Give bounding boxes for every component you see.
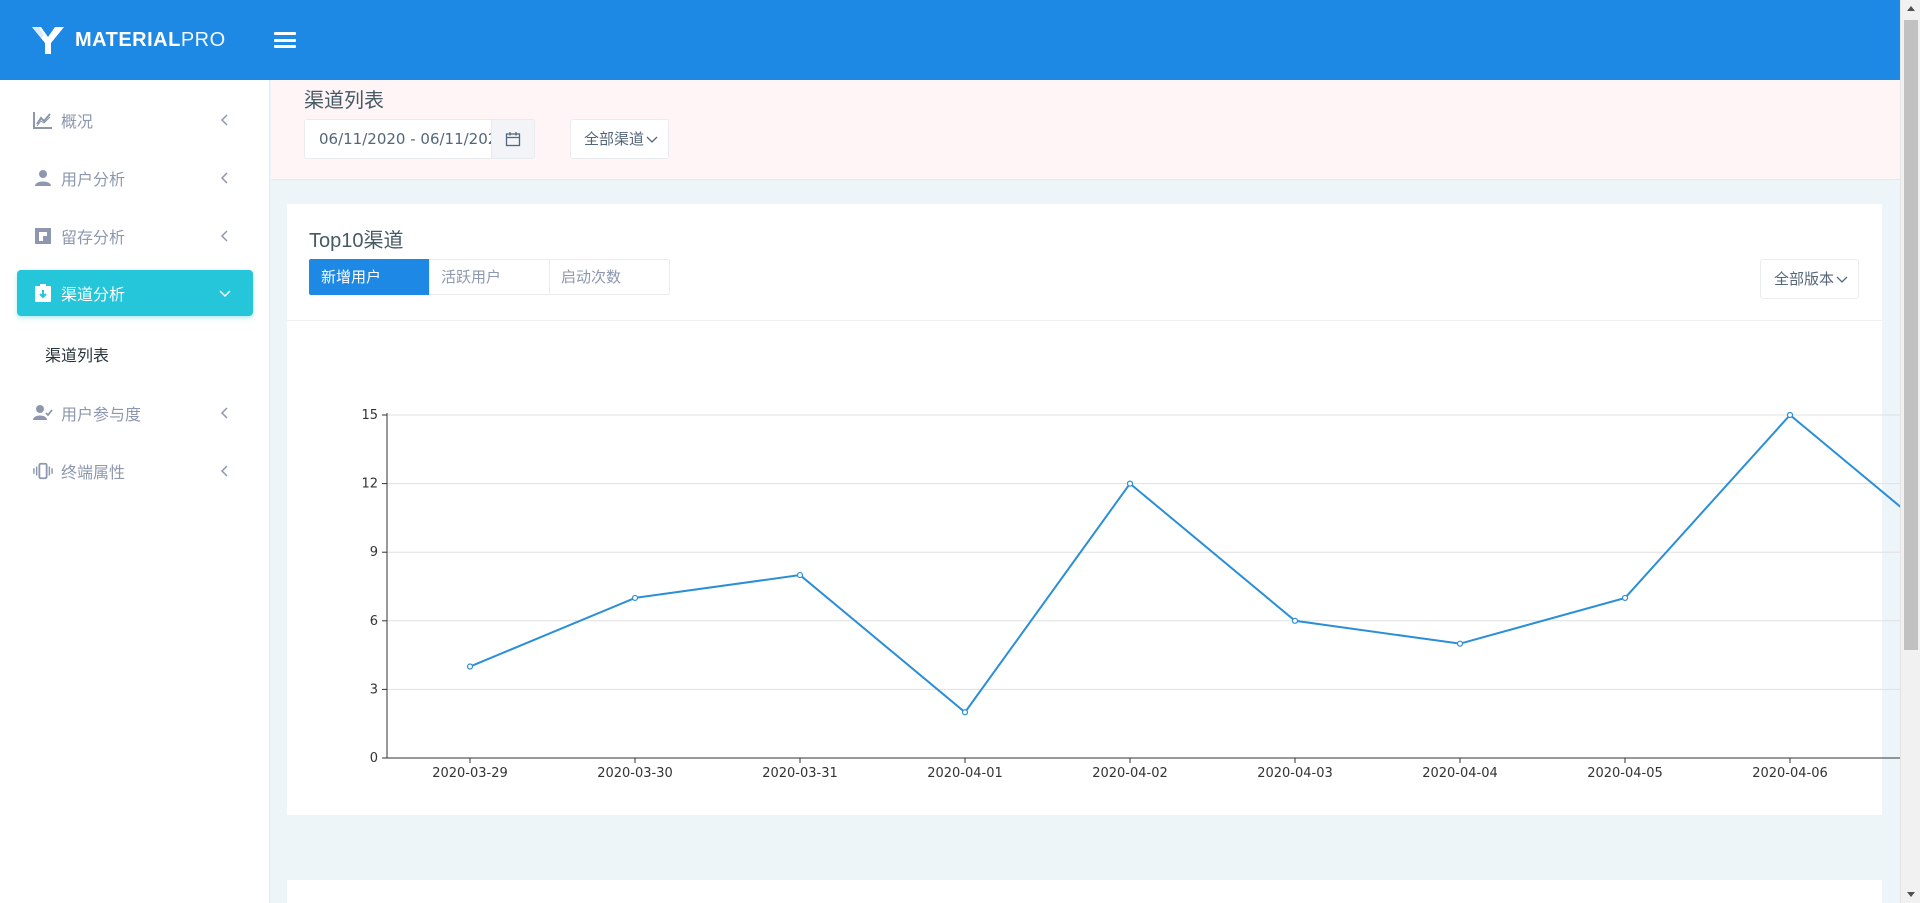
x-tick-label: 2020-04-04	[1422, 766, 1498, 781]
sidebar-item-label: 渠道分析	[61, 285, 126, 304]
user-check-icon	[33, 403, 53, 423]
data-point	[961, 709, 969, 716]
sidebar-item-channel-analysis[interactable]: 渠道分析	[17, 270, 253, 316]
line-chart-icon	[33, 110, 53, 130]
chevron-left-icon	[220, 407, 228, 419]
chevron-left-icon	[220, 230, 228, 242]
retention-icon	[33, 226, 53, 246]
y-tick-label: 9	[370, 545, 378, 560]
divider	[287, 320, 1882, 321]
x-tick-label: 2020-04-05	[1587, 766, 1663, 781]
x-tick-label: 2020-03-30	[597, 766, 673, 781]
scroll-up-arrow-icon[interactable]	[1901, 0, 1920, 17]
sidebar-item-engagement[interactable]: 用户参与度	[17, 390, 253, 436]
sidebar-item-label: 留存分析	[61, 228, 126, 247]
sidebar-item-device[interactable]: 终端属性	[17, 448, 253, 494]
scrollbar-thumb[interactable]	[1904, 20, 1918, 650]
x-tick-label: 2020-03-31	[762, 766, 838, 781]
menu-toggle-icon[interactable]	[274, 31, 296, 49]
brand-name: MATERIALPRO	[75, 28, 226, 51]
data-point	[631, 594, 639, 602]
vertical-scrollbar[interactable]	[1900, 0, 1920, 903]
data-point	[1456, 640, 1464, 647]
scroll-down-arrow-icon[interactable]	[1901, 886, 1920, 903]
tab-active-users[interactable]: 活跃用户	[429, 259, 550, 295]
new-users-line-chart: 0 3 6 9 12 15 2020-03-29 2020-03-30 2020-03-31 20…	[361, 408, 1900, 781]
chevron-left-icon	[220, 465, 228, 477]
sidebar-item-overview[interactable]: 概况	[17, 97, 253, 143]
secondary-card	[287, 880, 1882, 903]
top-bar: MATERIALPRO	[0, 0, 1900, 80]
metric-tabs: 新增用户 活跃用户 启动次数	[309, 259, 670, 295]
calendar-button[interactable]	[491, 119, 535, 159]
x-tick-label: 2020-04-01	[927, 766, 1003, 781]
y-tick-label: 15	[361, 408, 378, 423]
data-point	[1786, 411, 1794, 419]
sidebar-item-retention[interactable]: 留存分析	[17, 213, 253, 259]
page-title: 渠道列表	[304, 88, 384, 112]
card-title: Top10渠道	[309, 230, 404, 252]
vibrate-phone-icon	[33, 461, 53, 481]
clipboard-download-icon	[33, 283, 53, 303]
filter-bar: 渠道列表 06/11/2020 - 06/11/2020 全部渠道	[271, 80, 1900, 180]
chevron-left-icon	[220, 172, 228, 184]
data-point	[1126, 480, 1134, 487]
user-icon	[33, 168, 53, 188]
tab-new-users[interactable]: 新增用户	[309, 259, 430, 295]
date-range-input[interactable]: 06/11/2020 - 06/11/2020	[304, 119, 492, 159]
sidebar-subitem-channel-list[interactable]: 渠道列表	[45, 346, 110, 365]
chevron-down-icon	[646, 133, 658, 145]
channel-select-value: 全部渠道	[584, 130, 645, 148]
top10-channel-card: Top10渠道 新增用户 活跃用户 启动次数 全部版本 0 3 6 9 12 15 2020…	[287, 204, 1900, 815]
y-tick-label: 6	[370, 614, 378, 629]
data-point	[796, 571, 804, 579]
sidebar-item-label: 用户分析	[61, 170, 126, 189]
calendar-icon	[505, 132, 521, 147]
series-line	[469, 413, 1900, 714]
x-tick-label: 2020-04-06	[1752, 766, 1828, 781]
chevron-down-icon	[1836, 273, 1848, 285]
sidebar: 概况 用户分析 留存分析 渠道分析 渠道列表 用户参与度 终端属性	[0, 80, 270, 903]
x-tick-label: 2020-04-03	[1257, 766, 1333, 781]
y-tick-label: 0	[370, 751, 378, 766]
y-tick-label: 3	[370, 682, 378, 697]
tab-launch-count[interactable]: 启动次数	[549, 259, 670, 295]
channel-select[interactable]: 全部渠道	[570, 119, 669, 159]
data-point	[466, 663, 474, 670]
version-select[interactable]: 全部版本	[1760, 259, 1859, 299]
data-point	[1291, 617, 1299, 624]
data-point	[1621, 594, 1629, 602]
version-select-value: 全部版本	[1774, 270, 1835, 288]
x-tick-label: 2020-03-29	[432, 766, 508, 781]
sidebar-item-label: 终端属性	[61, 463, 126, 482]
chevron-left-icon	[220, 114, 228, 126]
chevron-down-icon	[219, 290, 231, 298]
sidebar-item-label: 用户参与度	[61, 405, 142, 424]
sidebar-item-label: 概况	[61, 112, 94, 131]
x-tick-label: 2020-04-02	[1092, 766, 1168, 781]
y-tick-label: 12	[361, 477, 378, 492]
brand-logo[interactable]: MATERIALPRO	[0, 25, 270, 55]
materialpro-logo-icon	[32, 27, 64, 54]
sidebar-item-user-analysis[interactable]: 用户分析	[17, 155, 253, 201]
